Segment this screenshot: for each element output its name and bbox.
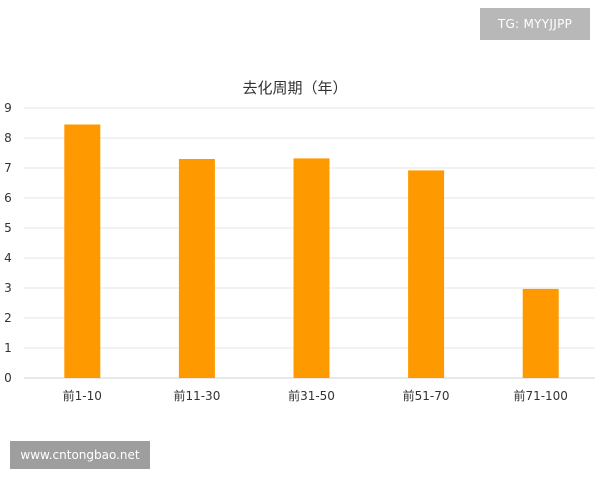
watermark-bottom-badge: www.cntongbao.net [10, 441, 150, 469]
y-tick-label: 6 [4, 191, 12, 205]
bar [293, 158, 330, 378]
y-tick-label: 1 [4, 341, 12, 355]
x-axis-ticks: 前1-10 前11-30 前31-50 前51-70 前71-100 [63, 388, 568, 403]
bar [522, 288, 559, 378]
y-tick-label: 7 [4, 161, 12, 175]
watermark-top-badge: TG: MYYJJPP [480, 8, 590, 40]
y-tick-label: 5 [4, 221, 12, 235]
y-tick-label: 9 [4, 101, 12, 115]
bar [64, 124, 101, 378]
x-tick-label: 前31-50 [288, 388, 335, 403]
y-tick-label: 8 [4, 131, 12, 145]
y-tick-label: 4 [4, 251, 12, 265]
x-tick-label: 前71-100 [513, 388, 568, 403]
y-tick-label: 3 [4, 281, 12, 295]
y-axis-ticks: 0 1 2 3 4 5 6 7 8 9 [4, 101, 12, 385]
x-tick-label: 前11-30 [173, 388, 220, 403]
chart-title: 去化周期（年） [242, 79, 347, 97]
x-tick-label: 前51-70 [403, 388, 450, 403]
bar [178, 159, 215, 378]
x-tick-label: 前1-10 [63, 388, 102, 403]
bar [408, 170, 445, 378]
y-tick-label: 2 [4, 311, 12, 325]
bars [64, 124, 559, 378]
y-tick-label: 0 [4, 371, 12, 385]
